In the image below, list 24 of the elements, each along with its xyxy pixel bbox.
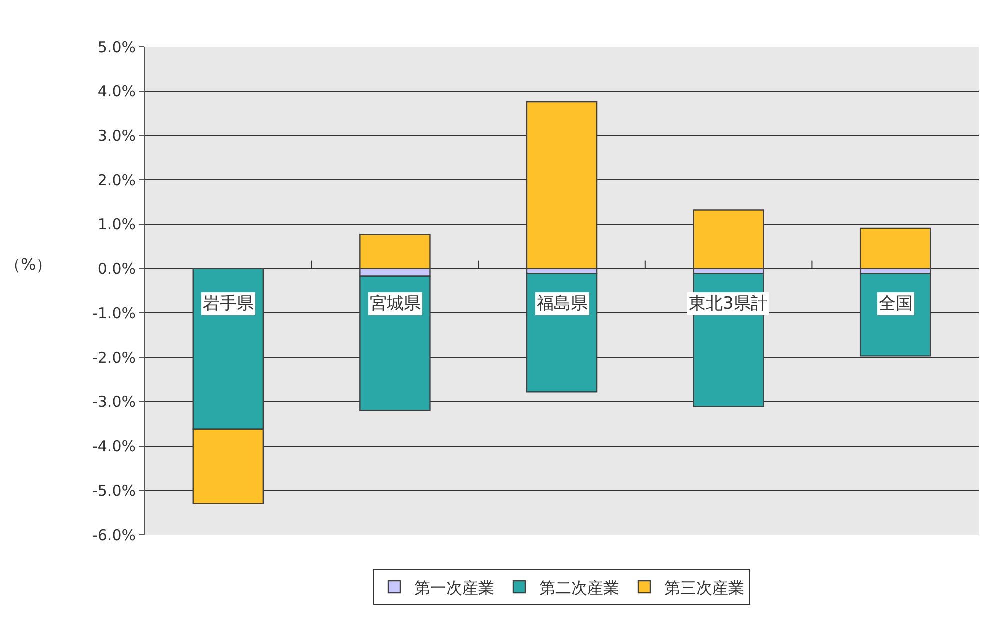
y-tick-label: -1.0% <box>92 304 136 322</box>
y-tick-label: 2.0% <box>98 171 136 190</box>
y-tick-label: -3.0% <box>92 393 136 412</box>
bar <box>860 228 932 270</box>
y-tick-label: -2.0% <box>92 348 136 367</box>
y-tick-label: 1.0% <box>98 216 136 234</box>
y-tick-label: 3.0% <box>98 126 136 145</box>
y-tick-label: 0.0% <box>98 260 136 278</box>
x-tick-label: 全国 <box>879 294 913 314</box>
x-tick-label: 福島県 <box>537 294 588 314</box>
legend-label: 第三次産業 <box>664 578 744 598</box>
bar <box>526 101 598 270</box>
legend-label: 第一次産業 <box>414 578 494 598</box>
y-tick-label: -4.0% <box>92 438 136 456</box>
y-axis-title: （%） <box>5 255 52 274</box>
bar <box>693 210 764 270</box>
legend-label: 第二次産業 <box>540 578 620 598</box>
x-tick-label: 宮城県 <box>370 294 421 314</box>
y-tick-label: 5.0% <box>98 38 136 56</box>
x-tick-label: 岩手県 <box>203 294 254 314</box>
y-tick-label: -5.0% <box>92 482 136 500</box>
y-tick-label: 4.0% <box>98 82 136 101</box>
x-tick-label: 東北3県計 <box>689 294 768 314</box>
y-tick-label: -6.0% <box>92 526 136 544</box>
